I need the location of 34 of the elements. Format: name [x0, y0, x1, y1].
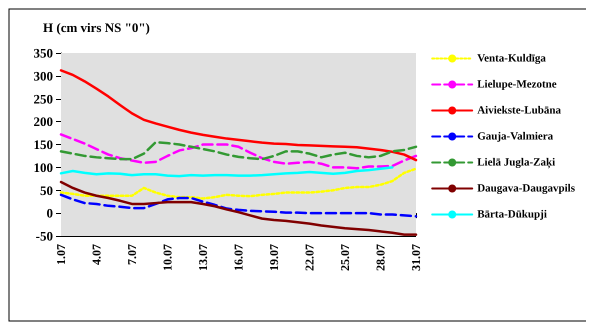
line-series [60, 166, 394, 178]
y-tick-label: 350 [34, 46, 53, 60]
x-tick-label: 25.07 [338, 244, 352, 271]
line-series [60, 69, 418, 162]
y-tick-label: 250 [34, 91, 53, 106]
legend-label: Lielā Jugla-Zaķi [477, 156, 556, 168]
legend-label: Aiviekste-Lubāna [477, 104, 562, 116]
legend-label: Venta-Kuldīga [477, 52, 546, 64]
x-tick-label: 16.07 [232, 244, 246, 271]
line-series [60, 133, 418, 170]
x-tick-label: 7.07 [125, 244, 139, 265]
line-series [60, 168, 418, 200]
legend-label: Gauja-Valmiera [477, 130, 554, 142]
y-axis-title: H (cm virs NS "0") [43, 20, 150, 35]
line-series [60, 140, 418, 160]
x-tick-label: 19.07 [267, 244, 281, 271]
y-tick-label: 50 [40, 182, 53, 198]
line-series [60, 194, 418, 218]
x-tick-label: 4.07 [90, 244, 104, 265]
x-tick-label: 1.07 [54, 244, 68, 265]
y-tick-label: 100 [34, 160, 53, 175]
x-tick-label: 31.07 [409, 244, 423, 271]
y-tick-label: 300 [34, 68, 53, 84]
legend-label: Bārta-Dūkupji [477, 208, 547, 220]
y-tick-label: 150 [34, 137, 53, 152]
y-tick-label: -50 [36, 228, 53, 244]
x-tick-label: 10.07 [160, 244, 174, 271]
legend-label: Lielupe-Mezotne [477, 78, 557, 90]
x-tick-label: 13.07 [196, 244, 210, 271]
y-tick-label: 200 [34, 114, 53, 130]
legend-label: Daugava-Daugavpils [477, 182, 576, 194]
y-tick-label: 0 [46, 206, 53, 221]
x-tick-label: 22.07 [302, 244, 316, 271]
x-tick-label: 28.07 [374, 244, 388, 271]
